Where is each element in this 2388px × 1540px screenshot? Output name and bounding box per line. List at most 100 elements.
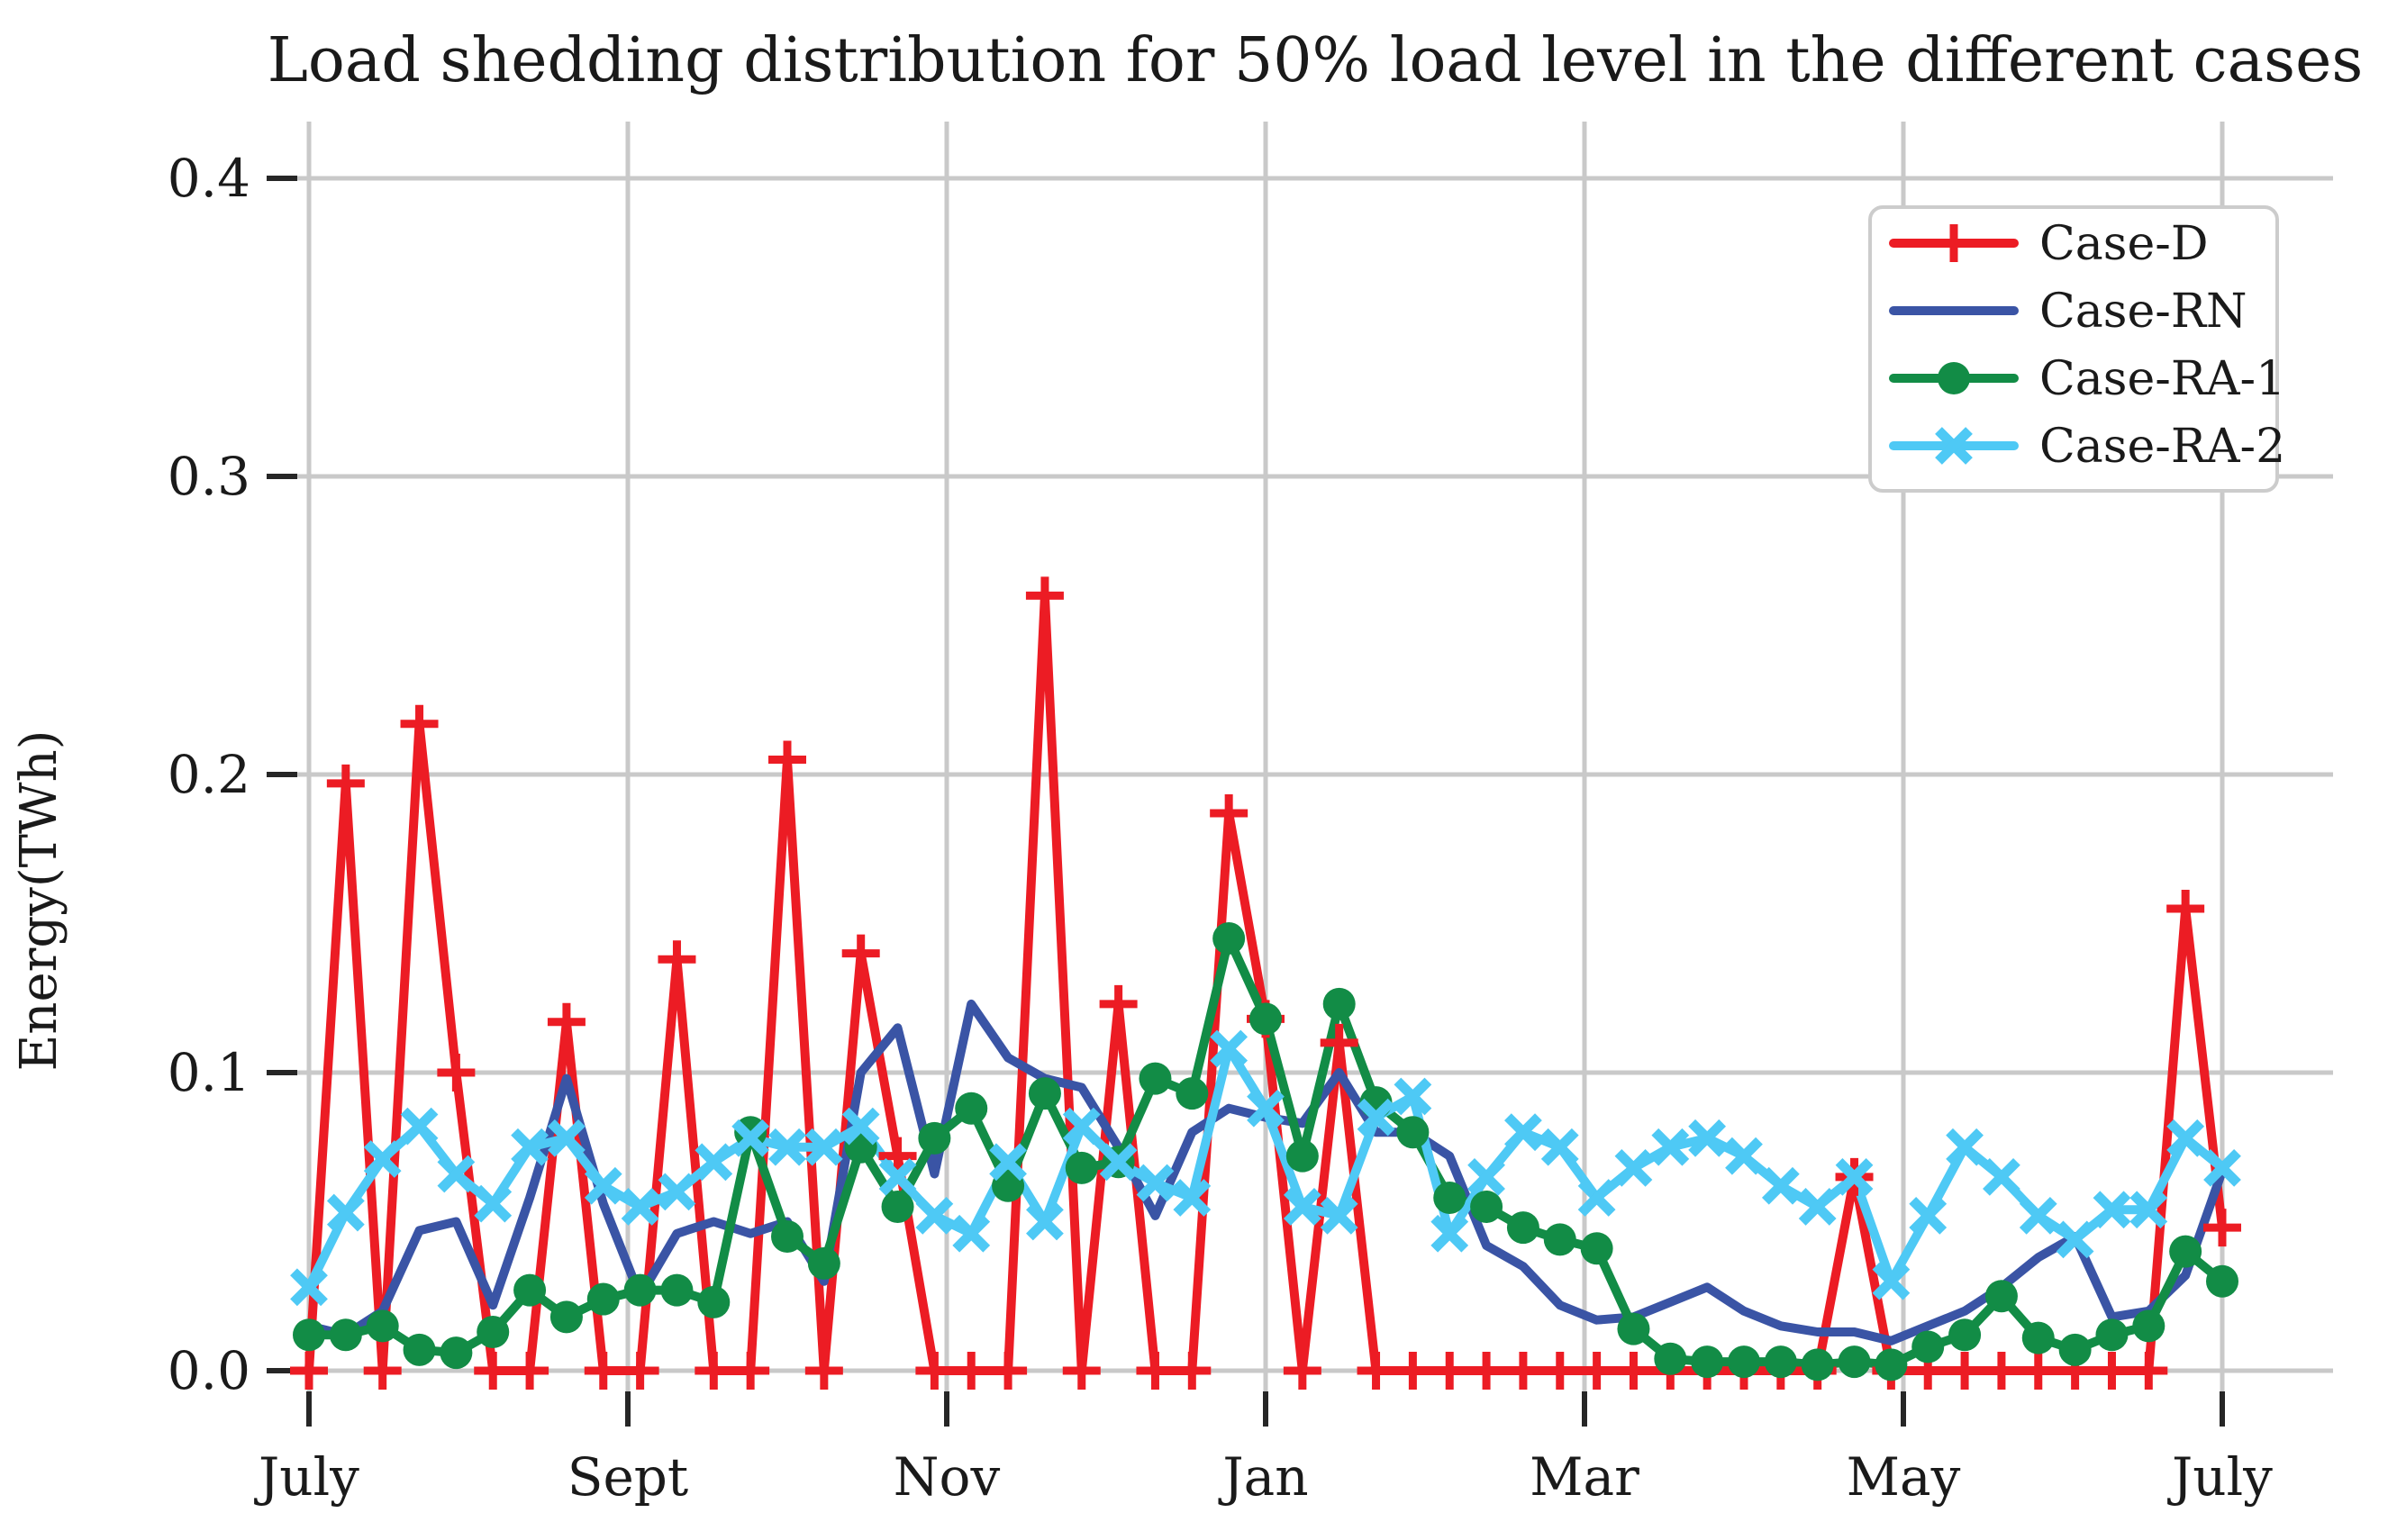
y-axis-label: Energy(TWh) xyxy=(10,729,68,1071)
legend-label-Case-RN: Case-RN xyxy=(2039,285,2247,339)
series-marker-Case-RA-1 xyxy=(1396,1116,1430,1149)
series-marker-Case-RA-2 xyxy=(2093,1191,2131,1229)
series-marker-Case-RA-1 xyxy=(293,1318,325,1352)
legend-marker-Case-RA-2 xyxy=(1935,427,1973,465)
series-marker-Case-RA-1 xyxy=(366,1309,399,1343)
series-marker-Case-RA-1 xyxy=(1176,1077,1209,1110)
series-marker-Case-RA-2 xyxy=(1357,1098,1395,1137)
series-marker-Case-RA-1 xyxy=(623,1273,657,1307)
series-marker-Case-RA-2 xyxy=(2166,1119,2205,1157)
x-tick-label: Mar xyxy=(1530,1446,1639,1508)
series-marker-Case-RA-1 xyxy=(1728,1345,1760,1379)
series-marker-Case-RA-1 xyxy=(329,1318,362,1352)
series-marker-Case-RA-1 xyxy=(1948,1318,1982,1352)
series-marker-Case-RA-2 xyxy=(1283,1188,1321,1226)
series-marker-Case-RA-1 xyxy=(2058,1333,2092,1366)
series-marker-Case-RA-1 xyxy=(1506,1211,1539,1245)
series-marker-Case-RA-2 xyxy=(1909,1196,1948,1235)
series-marker-Case-RA-2 xyxy=(1136,1164,1175,1202)
x-tick-label: Sept xyxy=(567,1446,689,1508)
series-marker-Case-RA-2 xyxy=(2019,1196,2057,1235)
series-marker-Case-RA-2 xyxy=(1872,1262,1911,1300)
series-marker-Case-RA-1 xyxy=(1838,1345,1871,1379)
series-marker-Case-RA-2 xyxy=(1173,1179,1212,1217)
series-marker-Case-RA-1 xyxy=(1433,1182,1466,1215)
series-marker-Case-RA-1 xyxy=(2206,1264,2238,1298)
y-tick-label: 0.4 xyxy=(168,148,250,209)
series-marker-Case-RA-2 xyxy=(363,1140,402,1178)
series-marker-Case-RA-2 xyxy=(952,1214,991,1253)
series-marker-Case-RA-2 xyxy=(511,1128,549,1166)
series-marker-Case-RA-1 xyxy=(2132,1309,2166,1343)
series-marker-Case-RA-1 xyxy=(1764,1345,1797,1379)
series-marker-Case-RA-1 xyxy=(1875,1348,1908,1381)
series-marker-Case-RA-1 xyxy=(549,1300,583,1334)
y-tick-label: 0.1 xyxy=(168,1042,250,1103)
series-marker-Case-RA-2 xyxy=(1798,1188,1837,1226)
series-marker-Case-RA-1 xyxy=(918,1121,951,1155)
series-marker-Case-RA-1 xyxy=(440,1336,473,1370)
y-tick-label: 0.2 xyxy=(168,744,250,805)
legend-box xyxy=(1868,205,2279,493)
series-marker-Case-RA-1 xyxy=(513,1273,547,1307)
series-marker-Case-RA-2 xyxy=(1099,1143,1138,1182)
series-marker-Case-RA-2 xyxy=(437,1155,476,1193)
series-marker-Case-RA-1 xyxy=(477,1315,510,1348)
series-marker-Case-RA-2 xyxy=(1247,1089,1285,1128)
series-marker-Case-RA-2 xyxy=(1062,1107,1101,1146)
series-marker-Case-RA-1 xyxy=(1654,1342,1687,1375)
series-marker-Case-RA-2 xyxy=(2129,1191,2168,1229)
series-marker-Case-RA-1 xyxy=(1984,1280,2018,1313)
legend-label-Case-RA-2: Case-RA-2 xyxy=(2039,420,2285,474)
series-marker-Case-RA-2 xyxy=(584,1166,622,1205)
series-marker-Case-RA-1 xyxy=(1322,987,1356,1020)
series-marker-Case-RA-1 xyxy=(1028,1077,1061,1110)
series-marker-Case-RA-1 xyxy=(771,1220,804,1254)
legend-label-Case-RA-1: Case-RA-1 xyxy=(2039,352,2285,406)
series-marker-Case-RA-1 xyxy=(1691,1345,1724,1379)
series-marker-Case-RA-1 xyxy=(1285,1139,1319,1173)
series-marker-Case-RA-2 xyxy=(841,1107,880,1146)
series-marker-Case-RA-2 xyxy=(1026,1202,1064,1241)
series-marker-Case-RA-1 xyxy=(1543,1223,1576,1256)
series-marker-Case-RA-1 xyxy=(881,1190,914,1223)
x-tick-label: July xyxy=(2167,1446,2273,1508)
series-marker-Case-RA-2 xyxy=(1983,1157,2020,1196)
series-marker-Case-RA-2 xyxy=(1430,1214,1469,1253)
x-tick-label: May xyxy=(1847,1446,1961,1508)
series-marker-Case-RA-2 xyxy=(1614,1149,1653,1187)
legend-marker-Case-RA-1 xyxy=(1938,362,1970,394)
series-marker-Case-RA-2 xyxy=(804,1128,843,1166)
series-marker-Case-RA-1 xyxy=(807,1246,840,1280)
series-marker-Case-RA-2 xyxy=(1725,1137,1763,1175)
series-marker-Case-RA-2 xyxy=(695,1143,733,1182)
series-marker-Case-RA-1 xyxy=(1212,922,1246,956)
series-marker-Case-RA-2 xyxy=(731,1119,770,1157)
series-marker-Case-RA-2 xyxy=(290,1268,328,1307)
series-marker-Case-RA-2 xyxy=(1320,1196,1358,1235)
series-marker-Case-RA-2 xyxy=(1540,1128,1579,1166)
series-marker-Case-RA-1 xyxy=(2021,1321,2055,1354)
series-marker-Case-RA-2 xyxy=(2056,1220,2094,1259)
series-marker-Case-RA-1 xyxy=(1617,1312,1650,1345)
chart-title: Load shedding distribution for 50% load … xyxy=(268,25,2363,96)
series-marker-Case-RA-1 xyxy=(1911,1330,1945,1363)
series-marker-Case-RA-2 xyxy=(1210,1029,1248,1068)
series-marker-Case-RA-2 xyxy=(400,1107,439,1146)
series-marker-Case-RA-2 xyxy=(1835,1157,1874,1196)
series-marker-Case-RA-1 xyxy=(1065,1151,1098,1184)
legend-label-Case-D: Case-D xyxy=(2039,217,2209,271)
series-marker-Case-RA-2 xyxy=(1946,1128,1984,1166)
series-marker-Case-RA-1 xyxy=(2169,1235,2202,1268)
series-marker-Case-RA-2 xyxy=(1651,1128,1690,1166)
series-marker-Case-RA-2 xyxy=(1688,1119,1727,1157)
series-marker-Case-RA-2 xyxy=(1577,1179,1616,1217)
series-marker-Case-RA-1 xyxy=(955,1092,988,1125)
series-marker-Case-RA-1 xyxy=(1801,1348,1834,1381)
y-tick-label: 0.3 xyxy=(168,446,250,507)
series-marker-Case-RA-2 xyxy=(989,1143,1027,1182)
series-marker-Case-RA-1 xyxy=(1139,1062,1172,1095)
x-tick-label: July xyxy=(254,1446,359,1508)
